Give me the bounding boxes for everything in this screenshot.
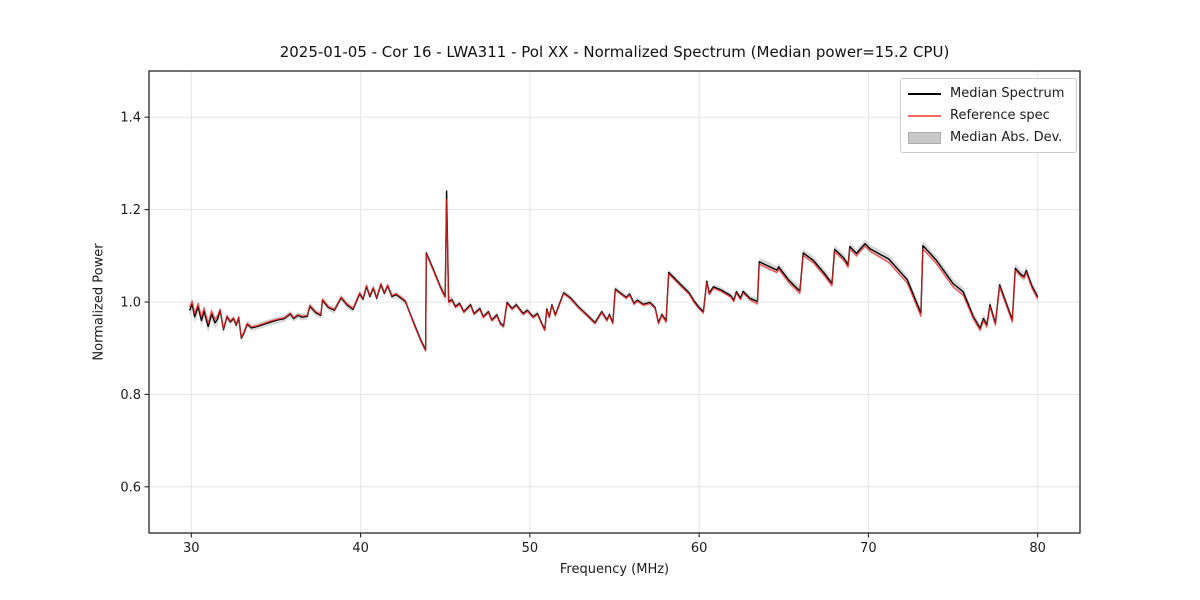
legend-label: Reference spec [950,108,1050,123]
legend-item: Median Spectrum [908,85,1068,102]
legend-label: Median Abs. Dev. [950,130,1063,145]
legend-line-swatch [908,114,941,117]
y-tick-label-0.8: 0.8 [120,388,141,403]
y-tick-label-0.6: 0.6 [120,480,141,495]
y-tick-label-1.4: 1.4 [120,111,141,126]
x-tick-label-80: 80 [1029,541,1046,556]
x-tick-label-70: 70 [860,541,877,556]
legend-label: Median Spectrum [950,86,1065,101]
x-tick-label-30: 30 [183,541,200,556]
chart-title: 2025-01-05 - Cor 16 - LWA311 - Pol XX - … [279,43,950,61]
median-spectrum-line [188,190,1039,351]
x-tick-label-60: 60 [691,541,708,556]
x-tick-label-50: 50 [522,541,539,556]
x-tick-label-40: 40 [352,541,369,556]
legend-line-swatch [908,92,941,95]
legend-item: Median Abs. Dev. [908,129,1068,146]
y-axis-label: Normalized Power [91,243,107,361]
legend: Median Spectrum Reference spec Median Abs.… [900,78,1077,153]
mad-band [189,185,1038,354]
legend-patch-swatch [908,131,941,144]
reference-spec-line [189,198,1039,352]
y-tick-label-1.2: 1.2 [120,203,141,218]
x-axis-label: Frequency (MHz) [559,562,670,577]
legend-item: Reference spec [908,107,1068,124]
y-tick-label-1: 1.0 [120,296,141,311]
